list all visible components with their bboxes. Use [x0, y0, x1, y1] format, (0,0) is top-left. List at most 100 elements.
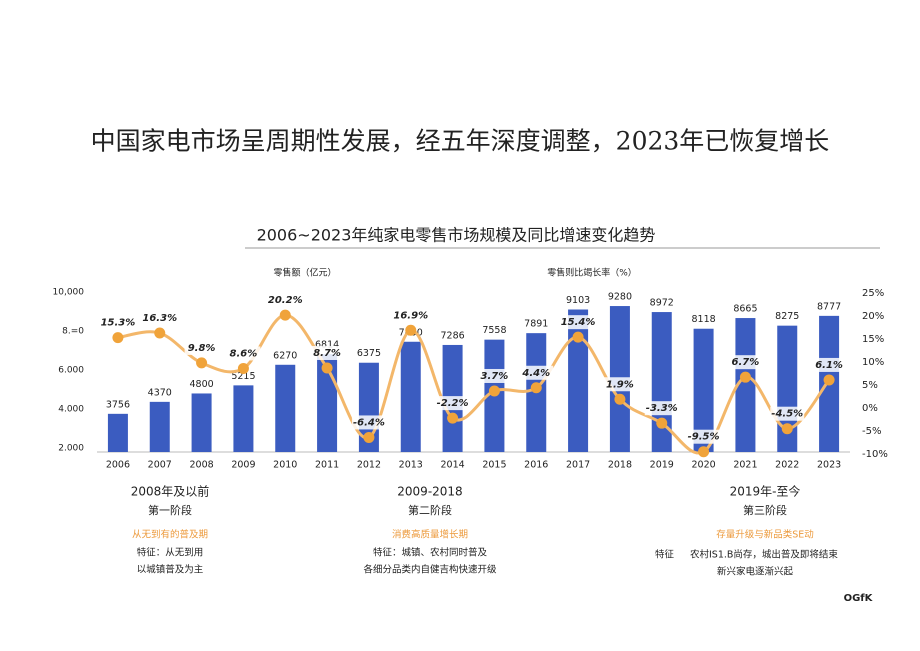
growth-dot	[237, 362, 249, 374]
growth-label: 16.9%	[393, 310, 428, 321]
bar-value-label: 8118	[691, 314, 715, 325]
growth-dot	[739, 371, 751, 383]
phase-stage: 第一阶段	[148, 503, 192, 517]
x-tick-label: 2015	[482, 460, 506, 471]
y-tick-label: 2.000	[58, 444, 84, 454]
bar-value-label: 8275	[775, 311, 799, 322]
growth-label: 4.4%	[521, 368, 550, 379]
phase-feature: 各细分品类内自健吉构快速开级	[363, 564, 497, 576]
x-tick-label: 2020	[691, 460, 715, 471]
label-bg	[226, 346, 261, 361]
bar-value-label: 4800	[189, 379, 213, 390]
y2-tick-label: 0%	[862, 403, 878, 414]
label-bg	[686, 429, 721, 444]
phase-theme: 消费高质量增长期	[392, 529, 468, 541]
y2-tick-label: -5%	[862, 426, 881, 437]
label-bg	[602, 377, 637, 392]
growth-label: 20.2%	[268, 295, 303, 306]
label-bg	[770, 406, 805, 421]
growth-label: 15.4%	[561, 317, 596, 328]
growth-label: -2.2%	[437, 398, 469, 409]
phase-feature: 特征：从无到用	[137, 547, 204, 559]
label-bg	[519, 365, 554, 380]
bar	[568, 309, 589, 452]
phase-theme: 从无到有的普及期	[132, 529, 208, 541]
growth-dot	[572, 331, 584, 343]
y-tick-label: 8.=0	[62, 327, 84, 337]
label-bg	[728, 355, 763, 370]
growth-dot	[112, 332, 124, 344]
label-bg	[142, 311, 177, 326]
phase-period: 2009-2018	[397, 485, 462, 499]
phase-feature: 特征	[655, 549, 675, 561]
y2-tick-label: 15%	[862, 334, 884, 345]
label-bg	[644, 401, 679, 416]
x-tick-label: 2007	[148, 460, 172, 471]
bar-value-label: 8665	[733, 304, 757, 315]
label-bg	[393, 308, 428, 323]
x-tick-label: 2023	[817, 460, 841, 471]
bar	[651, 312, 672, 452]
growth-dot	[781, 423, 793, 435]
phase-stage: 第三阶段	[743, 503, 787, 517]
growth-label: 9.8%	[188, 343, 216, 354]
page-title: 中国家电市场呈周期性发展，经五年深度调整，2023年已恢复增长	[91, 127, 830, 156]
label-bg	[351, 415, 386, 430]
label-bg	[477, 368, 512, 383]
growth-label: 1.9%	[606, 379, 634, 390]
bar	[275, 364, 296, 452]
growth-label: 6.1%	[815, 360, 843, 371]
y2-tick-label: 5%	[862, 380, 878, 391]
growth-label: 15.3%	[101, 318, 136, 329]
bar-value-label: 7286	[440, 330, 464, 341]
y-tick-label: 10,000	[53, 288, 85, 298]
phase-period: 2008年及以前	[131, 484, 210, 499]
bar-value-label: 3756	[106, 399, 130, 410]
growth-line	[117, 313, 831, 455]
growth-label: 8.7%	[313, 348, 341, 359]
growth-dot	[405, 324, 417, 336]
growth-dot	[447, 412, 459, 424]
bar	[191, 393, 212, 452]
bar-value-label: 8972	[650, 298, 674, 309]
label-bg	[184, 340, 219, 355]
growth-label: 16.3%	[142, 313, 177, 324]
x-tick-label: 2019	[650, 460, 674, 471]
label-bg	[561, 315, 596, 330]
growth-dot	[698, 446, 710, 458]
x-tick-label: 2021	[733, 460, 757, 471]
growth-label: 8.6%	[230, 348, 258, 359]
y-axis-label: 零售额（亿元）	[273, 267, 336, 279]
y2-tick-label: 20%	[862, 311, 884, 322]
bar-value-label: 4370	[148, 387, 172, 398]
x-tick-label: 2014	[440, 460, 464, 471]
y-tick-label: 6.000	[58, 366, 84, 376]
bar	[107, 413, 128, 452]
label-bg	[268, 293, 303, 308]
growth-label: 6.7%	[732, 357, 760, 368]
label-bg	[100, 315, 135, 330]
growth-dot	[321, 362, 333, 374]
growth-dot	[279, 309, 291, 321]
growth-label: -3.3%	[646, 403, 678, 414]
y2-tick-label: 25%	[862, 288, 884, 299]
phase-feature: 特征：城镇、农村同时普及	[373, 547, 488, 559]
phase-feature: 农村IS1.B尚存，城出普及即将结束	[690, 549, 838, 561]
growth-label: -6.4%	[353, 417, 385, 428]
phase-feature: 以城镇普及为主	[137, 564, 204, 576]
growth-dot	[823, 374, 835, 386]
growth-label: -9.5%	[688, 432, 720, 443]
growth-label: 3.7%	[481, 371, 509, 382]
label-bg	[435, 396, 470, 411]
bar-value-label: 5215	[231, 371, 255, 382]
growth-dot	[488, 385, 500, 397]
bar	[233, 385, 254, 452]
x-tick-label: 2022	[775, 460, 799, 471]
bar-value-label: 6375	[357, 348, 381, 359]
growth-dot	[154, 327, 166, 339]
x-tick-label: 2013	[399, 460, 423, 471]
bar-value-label: 7891	[524, 319, 548, 330]
bar	[735, 318, 756, 452]
label-bg	[310, 345, 345, 360]
